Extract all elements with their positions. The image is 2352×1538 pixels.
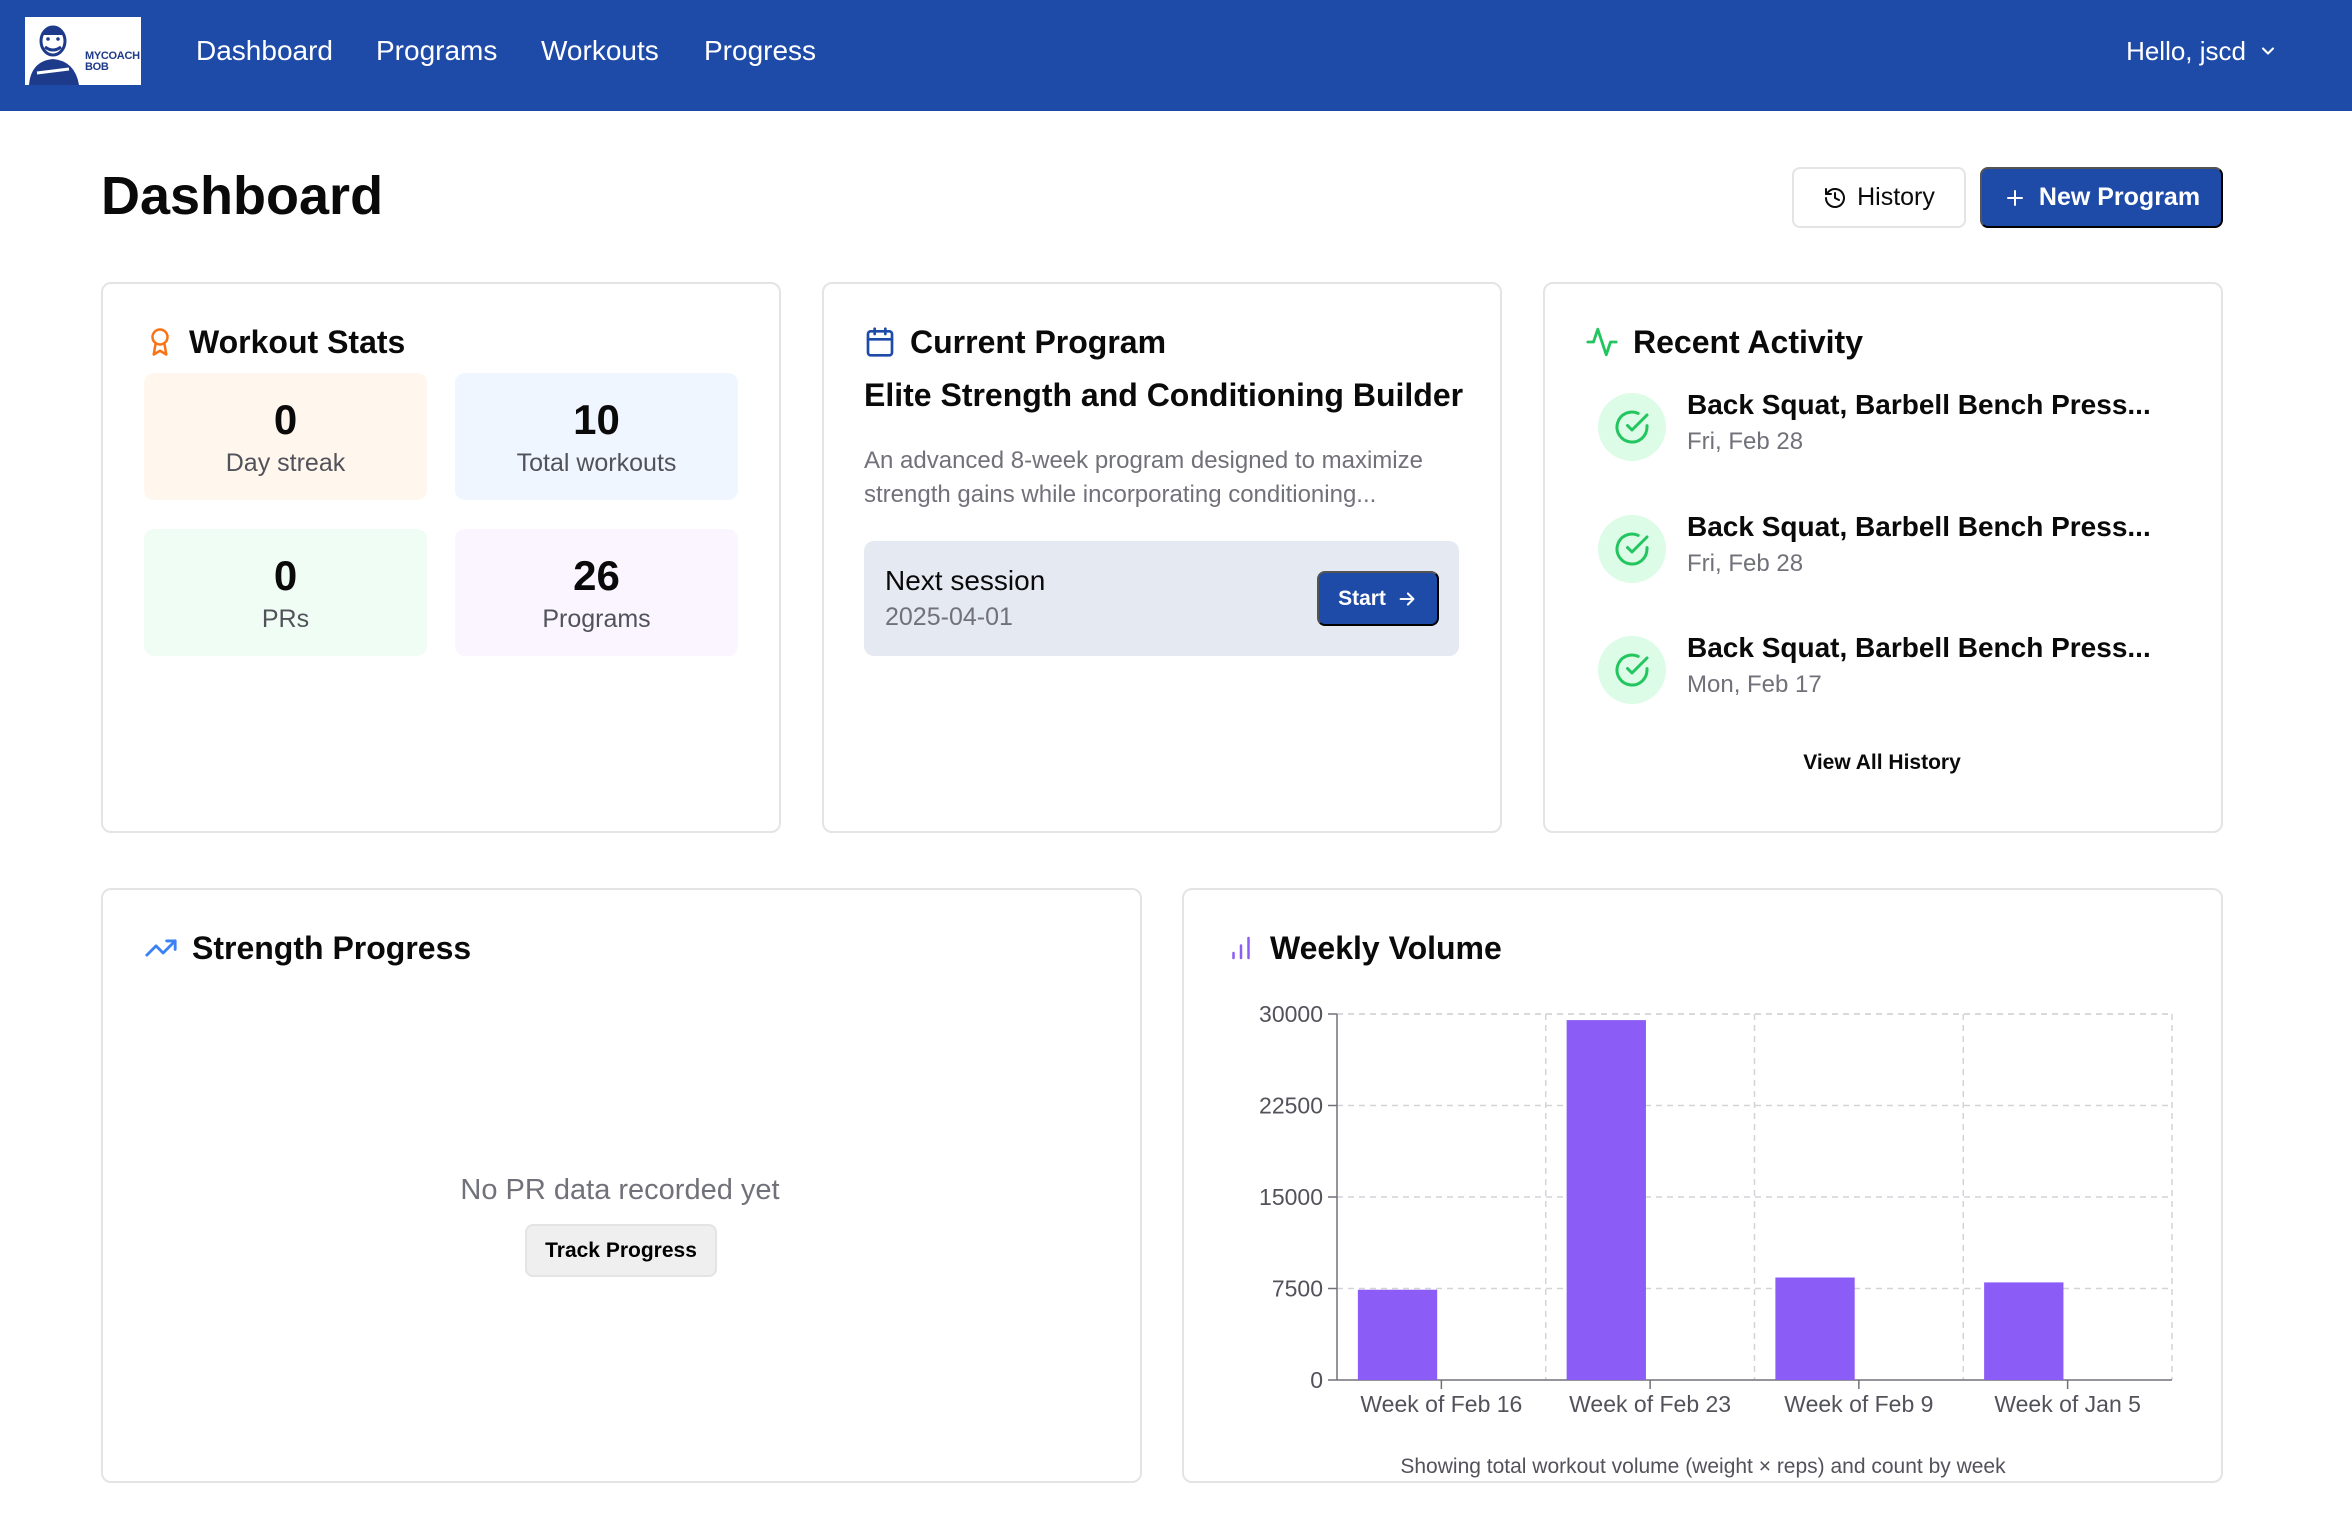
program-description: An advanced 8-week program designed to m… (864, 447, 1423, 508)
new-program-button[interactable]: New Program (1980, 167, 2223, 228)
activity-icon (1586, 327, 1618, 357)
history-button[interactable]: History (1792, 167, 1966, 228)
award-icon (151, 328, 169, 356)
trending-up-icon (145, 939, 177, 957)
arrow-right-icon (1399, 591, 1415, 606)
stat-day-streak: 0 Day streak (144, 373, 427, 500)
current-program-header: Current Program (864, 322, 1166, 362)
strength-progress-title: Strength Progress (192, 930, 472, 966)
check-circle-icon (1615, 653, 1649, 687)
nav-link-dashboard[interactable]: Dashboard (196, 35, 333, 66)
next-session-label: Next session (885, 565, 1046, 596)
weekly-volume-title: Weekly Volume (1270, 930, 1502, 966)
stat-value: 0 (273, 396, 298, 443)
activity-status (1598, 515, 1666, 583)
new-program-button-label: New Program (2038, 183, 2201, 211)
recent-activity-title: Recent Activity (1633, 324, 1863, 360)
workout-stats-header: Workout Stats (145, 322, 405, 362)
chart-caption: Showing total workout volume (weight × r… (1400, 1455, 2006, 1478)
stat-prs: 0 PRs (144, 529, 427, 656)
activity-title: Back Squat, Barbell Bench Press... (1687, 511, 2151, 542)
track-progress-button[interactable]: Track Progress (525, 1224, 717, 1277)
stat-label: Day streak (225, 449, 346, 477)
weekly-volume-header: Weekly Volume (1226, 928, 1502, 968)
stat-value: 26 (573, 552, 620, 599)
activity-item[interactable]: Back Squat, Barbell Bench Press... Mon, … (1598, 630, 2158, 710)
calendar-icon (866, 327, 894, 357)
coach-avatar-icon (29, 25, 79, 85)
next-session-date: 2025-04-01 (885, 603, 1013, 631)
next-session-panel: Next session 2025-04-01 Start (864, 541, 1459, 656)
activity-status (1598, 636, 1666, 704)
nav-link-programs[interactable]: Programs (376, 35, 498, 66)
program-name: Elite Strength and Conditioning Builder (864, 377, 1464, 413)
page-title: Dashboard (101, 166, 384, 226)
activity-date: Fri, Feb 28 (1687, 550, 1804, 577)
workout-stats-title: Workout Stats (189, 324, 406, 360)
stat-label: Programs (542, 605, 651, 633)
strength-progress-card (101, 888, 1142, 1483)
stat-value: 0 (273, 552, 298, 599)
bar-chart-icon (1232, 936, 1250, 960)
activity-date: Fri, Feb 28 (1687, 428, 1804, 455)
recent-activity-header: Recent Activity (1585, 322, 1863, 362)
logo-text-line1: MYCOACH (85, 50, 140, 62)
history-button-label: History (1857, 183, 1935, 211)
start-button-label: Start (1338, 586, 1386, 610)
activity-title: Back Squat, Barbell Bench Press... (1687, 632, 2151, 663)
empty-state-message: No PR data recorded yet (460, 1174, 780, 1206)
stat-label: PRs (261, 605, 310, 633)
brand-logo[interactable]: MYCOACH BOB (25, 17, 141, 85)
top-navbar: MYCOACH BOB Dashboard Programs Workouts … (0, 0, 2352, 111)
user-menu[interactable]: Hello, jscd (2126, 34, 2278, 68)
start-session-button[interactable]: Start (1317, 571, 1439, 626)
activity-item[interactable]: Back Squat, Barbell Bench Press... Fri, … (1598, 509, 2158, 589)
weekly-volume-card (1182, 888, 2223, 1483)
check-circle-icon (1615, 532, 1649, 566)
strength-progress-header: Strength Progress (144, 928, 471, 968)
activity-status (1598, 393, 1666, 461)
nav-link-progress[interactable]: Progress (704, 35, 817, 66)
stat-total-workouts: 10 Total workouts (455, 373, 738, 500)
activity-item[interactable]: Back Squat, Barbell Bench Press... Fri, … (1598, 387, 2158, 467)
view-all-history-link[interactable]: View All History (1803, 751, 1961, 774)
stat-programs: 26 Programs (455, 529, 738, 656)
user-greeting: Hello, jscd (2126, 36, 2246, 66)
chevron-down-icon (2261, 47, 2275, 55)
stat-value: 10 (573, 396, 620, 443)
plus-icon (2006, 189, 2023, 206)
logo-text-line2: BOB (85, 61, 109, 73)
history-icon (1825, 187, 1846, 208)
stat-label: Total workouts (516, 449, 677, 477)
current-program-title: Current Program (910, 324, 1167, 360)
activity-date: Mon, Feb 17 (1687, 671, 1822, 698)
nav-link-workouts[interactable]: Workouts (541, 35, 659, 66)
check-circle-icon (1615, 410, 1649, 444)
activity-title: Back Squat, Barbell Bench Press... (1687, 389, 2151, 420)
logo-text: MYCOACH BOB (85, 51, 140, 73)
